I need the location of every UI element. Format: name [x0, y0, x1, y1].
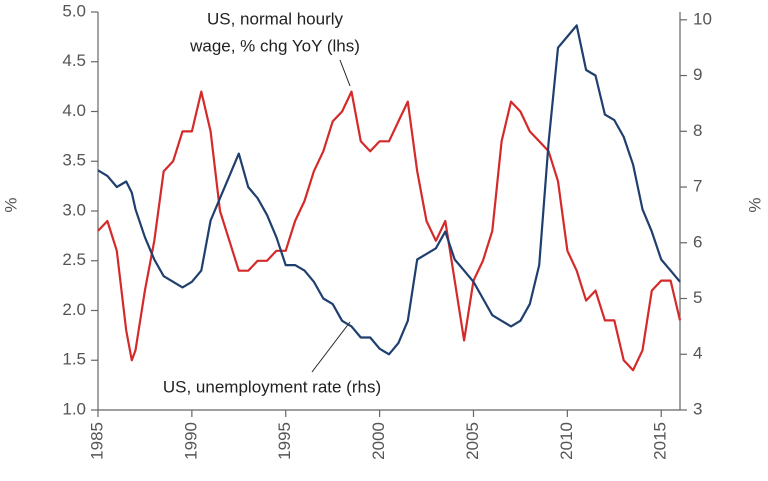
- y2-tick-label: 9: [693, 65, 702, 84]
- y-tick-label: 3.0: [62, 200, 86, 219]
- y2-tick-label: 6: [693, 232, 702, 251]
- annotation-leader: [311, 321, 351, 373]
- x-tick-label: 1995: [275, 422, 294, 460]
- y2-tick-label: 4: [693, 344, 702, 363]
- x-tick-label: 2015: [651, 422, 670, 460]
- y-tick-label: 5.0: [62, 1, 86, 20]
- annotation: US, normal hourly: [207, 9, 344, 28]
- x-tick-label: 1990: [181, 422, 200, 460]
- y2-tick-label: 10: [693, 9, 712, 28]
- y-tick-label: 4.5: [62, 51, 86, 70]
- y-tick-label: 1.5: [62, 350, 86, 369]
- annotation: wage, % chg YoY (lhs): [189, 36, 360, 55]
- y-tick-label: 4.0: [62, 101, 86, 120]
- series-line: [97, 90, 682, 372]
- x-tick-label: 2000: [369, 422, 388, 460]
- y2-tick-label: 7: [693, 177, 702, 196]
- series-line: [97, 24, 681, 356]
- x-tick-label: 2005: [463, 422, 482, 460]
- y-axis-label: %: [1, 197, 20, 212]
- y2-tick-label: 5: [693, 288, 702, 307]
- y2-axis-label: %: [745, 197, 764, 212]
- y-tick-label: 1.0: [62, 399, 86, 418]
- y2-tick-label: 3: [693, 399, 702, 418]
- annotation: US, unemployment rate (rhs): [163, 377, 381, 396]
- annotation-leader: [339, 59, 351, 87]
- x-tick-label: 2010: [557, 422, 576, 460]
- y-tick-label: 2.5: [62, 250, 86, 269]
- x-tick-label: 1985: [87, 422, 106, 460]
- y-tick-label: 3.5: [62, 151, 86, 170]
- y2-tick-label: 8: [693, 121, 702, 140]
- y-tick-label: 2.0: [62, 300, 86, 319]
